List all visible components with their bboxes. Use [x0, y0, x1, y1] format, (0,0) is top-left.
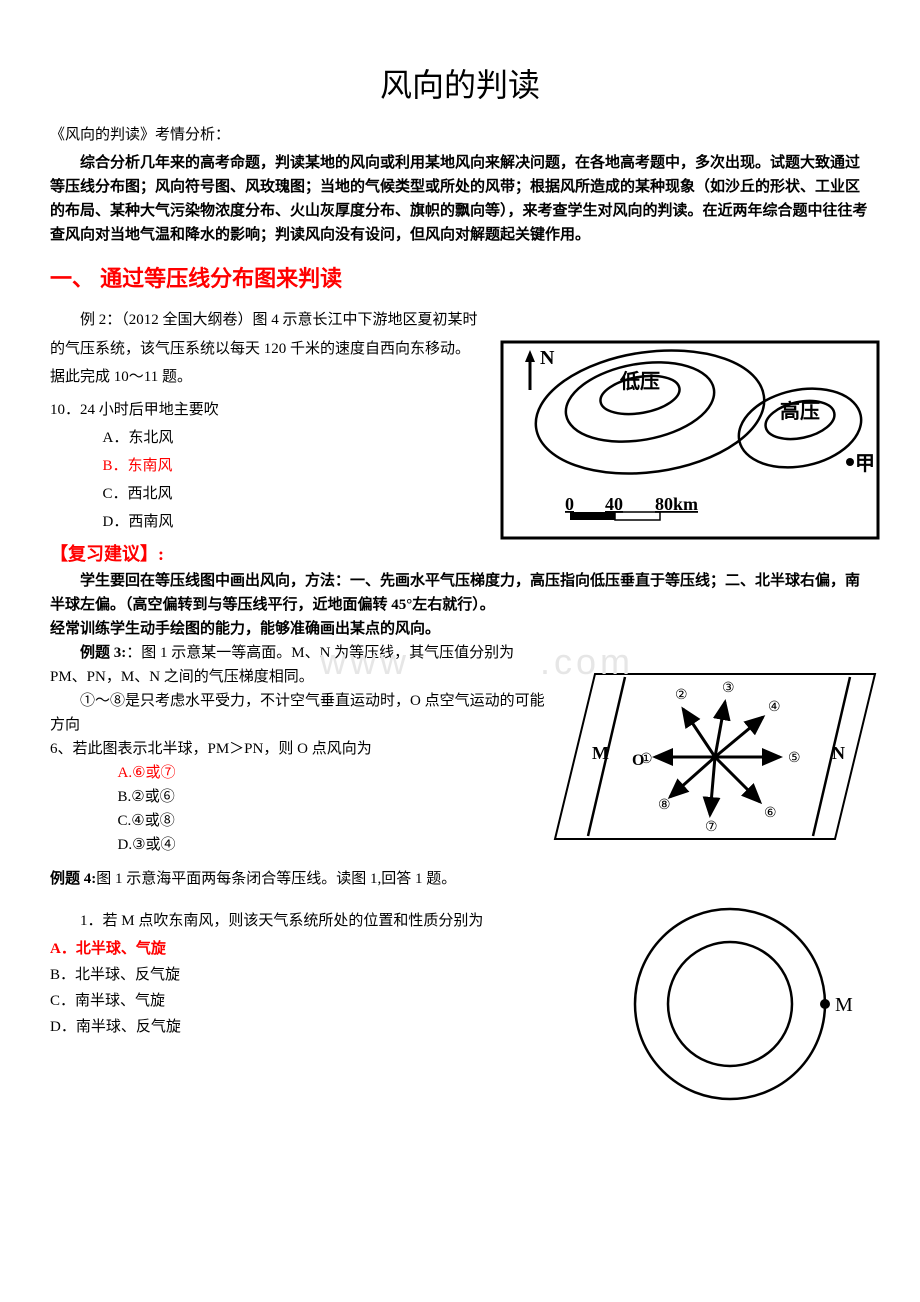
figure-wind-arrows: M N O ① ② ③ ④ — [550, 659, 880, 854]
example-4-intro: 例题 4:图 1 示意海平面两每条闭合等压线。读图 1,回答 1 题。 — [50, 867, 870, 891]
fig2-num-4: ④ — [768, 700, 781, 715]
north-label: N — [540, 347, 555, 369]
fig2-num-6: ⑥ — [764, 806, 777, 821]
fig2-num-2: ② — [675, 688, 688, 703]
low-pressure-label: 低压 — [619, 369, 660, 393]
review-paragraph-1: 学生要回在等压线图中画出风向，方法：一、先画水平气压梯度力，高压指向低压垂直于等… — [50, 569, 870, 617]
example-3-intro: 例题 3:：图 1 示意某一等高面。M、N 为等压线，其气压值分别为 PM、PN… — [50, 641, 550, 689]
q10-option-a: A．东北风 — [50, 426, 480, 450]
fig2-n-label: N — [832, 743, 845, 763]
example-3-q6: 6、若此图表示北半球，PM＞PN，则 O 点风向为 — [50, 737, 550, 761]
q10-option-d: D．西南风 — [50, 510, 480, 534]
section-1-header: 一、 通过等压线分布图来判读 — [50, 261, 870, 296]
page-title: 风向的判读 — [50, 60, 870, 111]
fig2-num-3: ③ — [722, 681, 735, 696]
point-jia-label: 甲 — [855, 453, 875, 475]
scale-80: 80km — [655, 494, 698, 514]
fig2-num-8: ⑧ — [658, 798, 671, 813]
ex4-option-c: C．南半球、气旋 — [50, 989, 590, 1013]
scale-40: 40 — [605, 494, 623, 514]
ex3-option-b: B.②或⑥ — [50, 785, 550, 809]
q10-option-c: C．西北风 — [50, 482, 480, 506]
ex3-option-d: D.③或④ — [50, 833, 550, 857]
fig2-num-7: ⑦ — [705, 820, 718, 835]
figure-pressure-map: N 低压 高压 甲 0 40 80km — [500, 340, 880, 540]
figure-concentric-circles: M — [620, 899, 860, 1109]
example-4-question: 1．若 M 点吹东南风，则该天气系统所处的位置和性质分别为 — [50, 909, 590, 933]
review-paragraph-2: 经常训练学生动手绘图的能力，能够准确画出某点的风向。 — [50, 617, 870, 641]
ex3-option-a: A.⑥或⑦ — [50, 761, 550, 785]
fig2-num-5: ⑤ — [788, 751, 801, 766]
q10-option-b: B．东南风 — [50, 454, 480, 478]
fig2-m-label: M — [592, 743, 609, 763]
ex3-option-c: C.④或⑧ — [50, 809, 550, 833]
ex4-option-b: B．北半球、反气旋 — [50, 963, 590, 987]
intro-paragraph: 综合分析几年来的高考命题，判读某地的风向或利用某地风向来解决问题，在各地高考题中… — [50, 151, 870, 247]
fig2-num-1: ① — [640, 752, 653, 767]
ex4-option-a: A．北半球、气旋 — [50, 937, 590, 961]
fig3-m-label: M — [835, 994, 853, 1016]
ex4-option-d: D．南半球、反气旋 — [50, 1015, 590, 1039]
review-suggestion-header: 【复习建议】: — [50, 540, 870, 569]
question-10: 10．24 小时后甲地主要吹 — [50, 398, 480, 422]
analysis-subtitle: 《风向的判读》考情分析： — [50, 123, 870, 147]
high-pressure-label: 高压 — [780, 399, 820, 423]
example-2-intro: 例 2：（2012 全国大纲卷）图 4 示意长江中下游地区夏初某时的气压系统，该… — [50, 306, 480, 392]
scale-0: 0 — [565, 494, 574, 514]
example-3-line2: ①～⑧是只考虑水平受力，不计空气垂直运动时，O 点空气运动的可能方向 — [50, 689, 550, 737]
